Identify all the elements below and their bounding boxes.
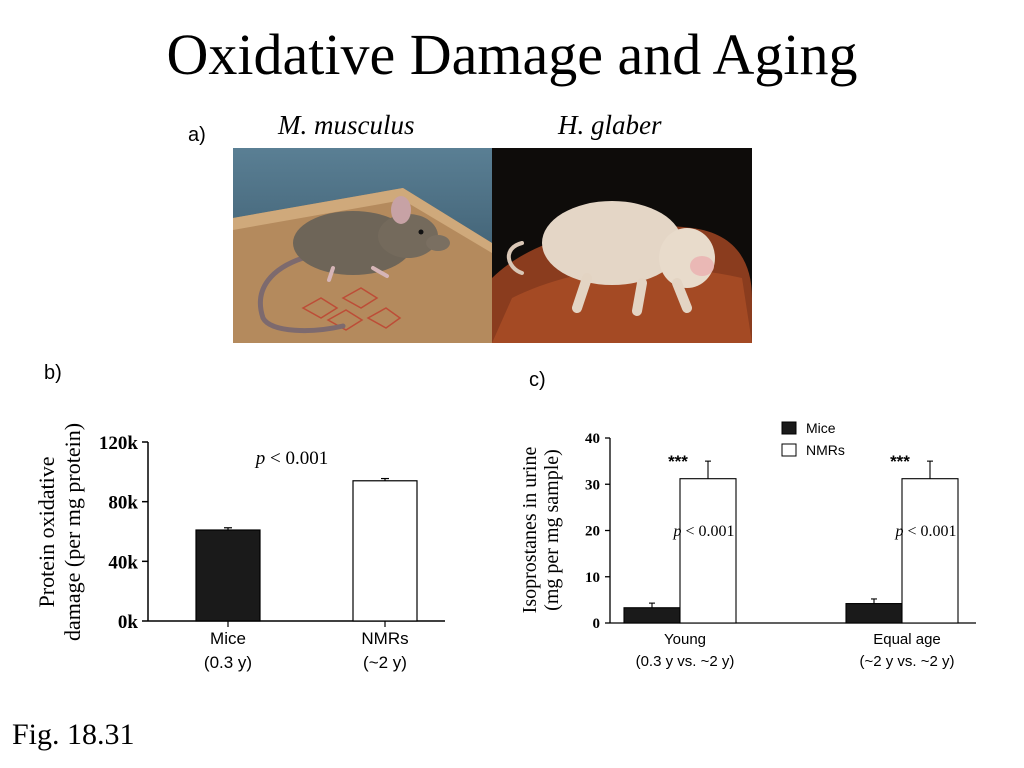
legend-label: Mice [806, 420, 836, 436]
y-tick-label: 40k [108, 552, 138, 573]
p-value-annotation: p < 0.001 [254, 448, 328, 469]
legend-swatch [781, 421, 797, 435]
x-tick-sublabel: (~2 y vs. ~2 y) [859, 653, 954, 670]
y-tick-label: 30 [585, 477, 600, 493]
p-value-annotation: p < 0.001 [672, 523, 734, 540]
bar [623, 607, 681, 624]
legend-swatch [781, 443, 797, 457]
x-tick-label: Mice [210, 629, 246, 648]
page-title: Oxidative Damage and Aging [166, 22, 858, 87]
bar [845, 603, 903, 624]
y-tick-label: 20 [585, 524, 600, 540]
panel-label-a: a) [188, 124, 206, 146]
chart-isoprostanes: 0 10 20 30 40 Young (0.3 y vs. ~2 y) *** p < 0.0… [519, 420, 976, 670]
y-axis-label: Isoprostanes in urine(mg per mg sample) [519, 447, 563, 614]
y-tick-label: 0 [593, 616, 601, 632]
panel-label-b: b) [44, 362, 62, 384]
bar [679, 478, 737, 624]
y-tick-label: 40 [585, 431, 600, 447]
y-tick-label: 10 [585, 570, 600, 586]
x-tick-label: Equal age [873, 631, 941, 648]
panel-label-c: c) [529, 369, 546, 391]
y-tick-label: 80k [108, 493, 138, 514]
legend-label: NMRs [806, 442, 845, 458]
bar [901, 478, 959, 624]
y-tick-label: 0k [118, 612, 139, 633]
x-tick-sublabel: (~2 y) [363, 653, 407, 672]
significance-marker: *** [890, 452, 910, 471]
significance-marker: *** [668, 452, 688, 471]
x-tick-sublabel: (0.3 y vs. ~2 y) [636, 653, 735, 670]
y-tick-label: 120k [99, 433, 139, 454]
y-axis-label: Protein oxidativedamage (per mg protein) [34, 423, 85, 641]
x-tick-sublabel: (0.3 y) [204, 653, 252, 672]
figure-caption: Fig. 18.31 [12, 718, 135, 751]
p-value-annotation: p < 0.001 [894, 523, 956, 540]
chart-protein-oxidative-damage: 0k 40k 80k 120k Mice (0.3 y) NMRs (~2 y) p < 0.0… [34, 423, 445, 672]
x-tick-label: Young [664, 631, 706, 648]
species-label-mole-rat: H. glaber [558, 110, 662, 140]
bar [352, 480, 418, 622]
mole-rat-photo [492, 148, 752, 343]
species-label-mouse: M. musculus [278, 110, 415, 140]
mouse-photo [233, 148, 492, 343]
x-tick-label: NMRs [361, 629, 408, 648]
bar [195, 529, 261, 622]
